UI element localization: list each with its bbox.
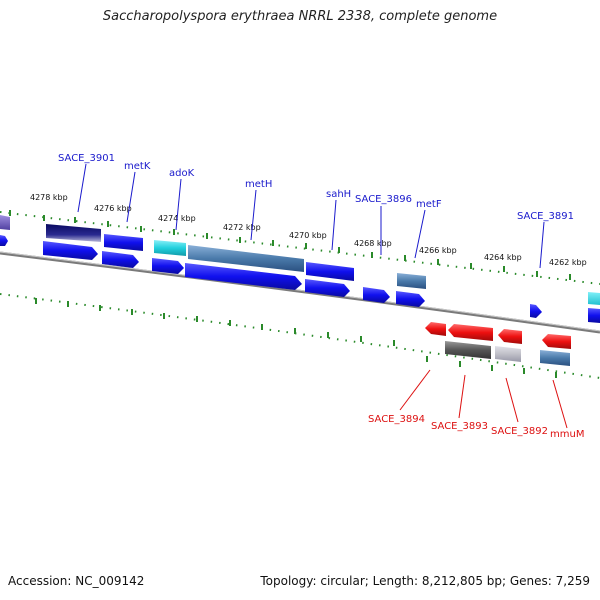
forward-genes-row2 bbox=[0, 235, 600, 323]
accession-text: Accession: NC_009142 bbox=[8, 574, 145, 588]
gene-label-adok[interactable]: adoK bbox=[169, 168, 195, 179]
gene-label-sace3901[interactable]: SACE_3901 bbox=[58, 153, 115, 164]
gene-arrow-rev2[interactable] bbox=[448, 324, 493, 341]
gene-arrow-r2h[interactable] bbox=[530, 304, 542, 318]
tick-label: 4276 kbp bbox=[94, 204, 132, 213]
gene-label-sace3893[interactable]: SACE_3893 bbox=[431, 421, 488, 432]
gene-arrow-r2f[interactable] bbox=[363, 287, 390, 303]
map-title: Saccharopolyspora erythraea NRRL 2338, c… bbox=[102, 9, 498, 24]
gene-arrow-partial-right[interactable] bbox=[588, 292, 600, 305]
gene-arrow-r2e[interactable] bbox=[305, 279, 350, 297]
tick-label: 4262 kbp bbox=[549, 258, 587, 267]
gene-arrow-rev1[interactable] bbox=[425, 322, 446, 336]
tick-label: 4272 kbp bbox=[223, 223, 261, 232]
tick-label: 4268 kbp bbox=[354, 239, 392, 248]
gene-arrow-adok[interactable] bbox=[154, 240, 186, 256]
gene-label-metk[interactable]: metK bbox=[124, 161, 151, 172]
gene-arrow-mmum[interactable] bbox=[540, 350, 570, 366]
gene-arrow-sahh[interactable] bbox=[306, 262, 354, 281]
gene-label-sace3892[interactable]: SACE_3892 bbox=[491, 426, 548, 437]
gene-label-metf[interactable]: metF bbox=[416, 199, 442, 210]
forward-label-connectors bbox=[77, 163, 545, 269]
gene-arrow-sace3893[interactable] bbox=[445, 341, 491, 359]
gene-label-sace3894[interactable]: SACE_3894 bbox=[368, 414, 425, 425]
genome-backbone-highlight bbox=[0, 251, 600, 332]
gene-label-mmum[interactable]: mmuM bbox=[550, 429, 584, 440]
gene-label-sahh[interactable]: sahH bbox=[326, 189, 351, 200]
gene-arrow-r2b[interactable] bbox=[102, 251, 139, 268]
gene-label-sace3891[interactable]: SACE_3891 bbox=[517, 211, 574, 222]
gene-arrow-metk[interactable] bbox=[104, 234, 143, 251]
outer-major-ticks bbox=[9, 210, 571, 280]
gene-arrow-r2d[interactable] bbox=[185, 263, 302, 290]
gene-arrow-partial-left2[interactable] bbox=[0, 235, 8, 246]
gene-label-meth[interactable]: metH bbox=[245, 179, 272, 190]
forward-genes-row1 bbox=[0, 215, 600, 305]
tick-label: 4264 kbp bbox=[484, 253, 522, 262]
inner-major-ticks bbox=[35, 298, 557, 378]
gene-arrow-sace3901[interactable] bbox=[46, 224, 101, 242]
tick-label: 4270 kbp bbox=[289, 231, 327, 240]
gene-arrow-sace3892[interactable] bbox=[495, 346, 521, 362]
gene-arrow-rev3[interactable] bbox=[498, 329, 522, 344]
gene-arrow-r2a[interactable] bbox=[43, 241, 98, 260]
gene-label-sace3896[interactable]: SACE_3896 bbox=[355, 194, 412, 205]
reverse-genes-row1 bbox=[425, 322, 571, 349]
reverse-label-connectors bbox=[399, 369, 568, 429]
genome-summary-text: Topology: circular; Length: 8,212,805 bp… bbox=[260, 574, 590, 588]
gene-arrow-partial-left[interactable] bbox=[0, 215, 10, 230]
gene-arrow-rev4[interactable] bbox=[542, 334, 571, 349]
tick-label: 4278 kbp bbox=[30, 193, 68, 202]
gene-arrow-sace3896[interactable] bbox=[397, 273, 426, 289]
gene-arrow-r2c[interactable] bbox=[152, 258, 184, 274]
reverse-genes-row2 bbox=[445, 341, 570, 366]
gene-arrow-r2g[interactable] bbox=[396, 291, 425, 307]
gene-arrow-meth[interactable] bbox=[188, 245, 304, 272]
tick-label: 4266 kbp bbox=[419, 246, 457, 255]
outer-tick-ring bbox=[0, 211, 600, 285]
genome-backbone bbox=[0, 251, 600, 334]
gene-arrow-r2i[interactable] bbox=[588, 308, 600, 323]
